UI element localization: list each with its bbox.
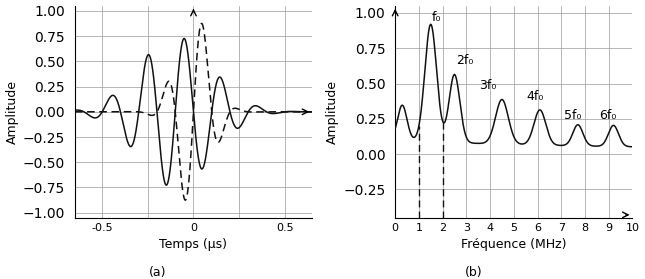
Y-axis label: Amplitude: Amplitude bbox=[6, 80, 19, 144]
Text: 6f₀: 6f₀ bbox=[599, 109, 617, 122]
Text: 5f₀: 5f₀ bbox=[564, 109, 581, 122]
X-axis label: Fréquence (MHz): Fréquence (MHz) bbox=[461, 238, 566, 251]
Text: 3f₀: 3f₀ bbox=[479, 79, 497, 92]
Text: 4f₀: 4f₀ bbox=[527, 90, 544, 103]
Text: (b): (b) bbox=[465, 266, 483, 279]
Text: (a): (a) bbox=[149, 266, 167, 279]
Y-axis label: Amplitude: Amplitude bbox=[326, 80, 339, 144]
X-axis label: Temps (μs): Temps (μs) bbox=[159, 238, 228, 251]
Text: 2f₀: 2f₀ bbox=[455, 54, 473, 67]
Text: f₀: f₀ bbox=[432, 11, 441, 24]
